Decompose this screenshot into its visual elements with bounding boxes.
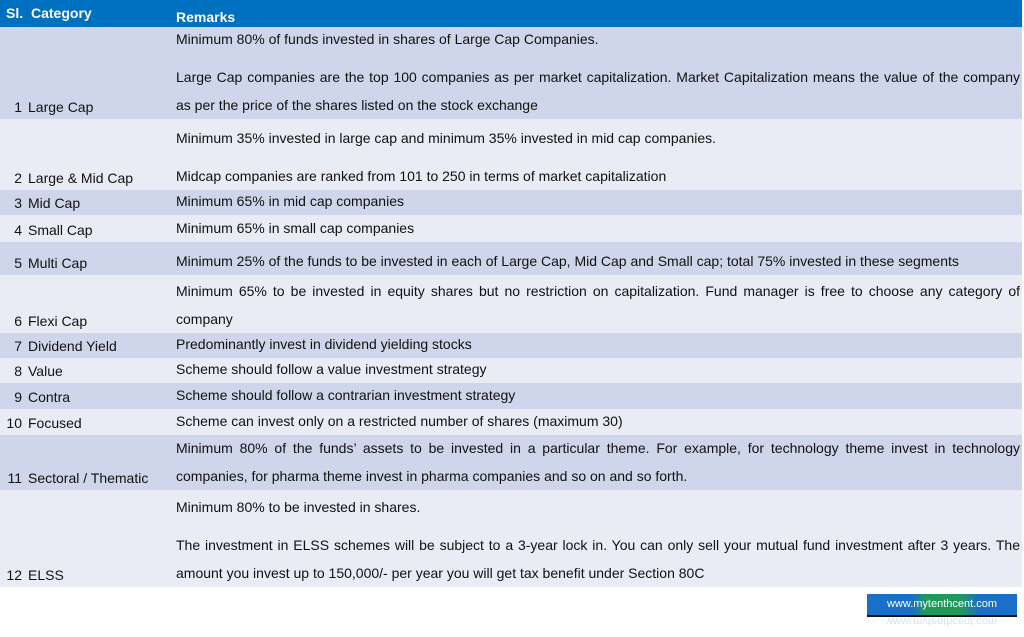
- table-row: 4 Small Cap Minimum 65% in small cap compa…: [0, 215, 1022, 242]
- row-category: Focused: [28, 415, 82, 431]
- row-sl: 1: [14, 99, 22, 115]
- row-category: Mid Cap: [28, 195, 81, 211]
- row-remarks: Minimum 80% of funds invested in shares …: [176, 25, 1022, 119]
- row-sl: 7: [14, 338, 22, 354]
- row-category: Value: [28, 363, 63, 379]
- remark-paragraph: The investment in ELSS schemes will be s…: [176, 537, 1020, 581]
- remark-paragraph: Predominantly invest in dividend yieldin…: [176, 336, 472, 352]
- row-category: Multi Cap: [28, 255, 88, 271]
- row-sl: 8: [14, 363, 22, 379]
- row-sl: 12: [6, 567, 22, 583]
- row-category: Large Cap: [28, 99, 94, 115]
- row-category: Large & Mid Cap: [28, 170, 134, 186]
- table-row: 7 Dividend Yield Predominantly invest in d…: [0, 333, 1022, 358]
- table-row: 1 Large Cap Minimum 80% of funds invested …: [0, 27, 1022, 119]
- row-remarks: Scheme should follow a value investment …: [176, 355, 1022, 383]
- remark-paragraph: Midcap companies are ranked from 101 to …: [176, 168, 667, 184]
- remark-paragraph: Minimum 80% to be invested in shares.: [176, 499, 421, 515]
- table-row: 10 Focused Scheme can invest only on a res…: [0, 409, 1022, 435]
- remark-paragraph: Scheme should follow a value investment …: [176, 361, 487, 377]
- remark-paragraph: Minimum 65% in small cap companies: [176, 220, 415, 236]
- remark-paragraph: Scheme should follow a contrarian invest…: [176, 387, 516, 403]
- row-category: ELSS: [28, 567, 64, 583]
- table-row: 8 Value Scheme should follow a value inves…: [0, 358, 1022, 383]
- row-remarks: Minimum 65% to be invested in equity sha…: [176, 277, 1022, 333]
- row-sl: 5: [14, 255, 22, 271]
- row-category: Dividend Yield: [28, 338, 117, 354]
- row-sl: 9: [14, 389, 22, 405]
- remark-paragraph: Minimum 35% invested in large cap and mi…: [176, 130, 717, 146]
- header-remarks: Remarks: [176, 9, 236, 25]
- logo-reflection: www.mytenthcent.com: [886, 617, 998, 627]
- header-sl: Sl.: [6, 5, 24, 21]
- row-sl: 11: [7, 470, 22, 486]
- remark-paragraph: Minimum 25% of the funds to be invested …: [176, 253, 959, 269]
- remark-paragraph: Minimum 65% to be invested in equity sha…: [176, 283, 1020, 327]
- row-remarks: Minimum 80% to be invested in shares. The…: [176, 493, 1022, 587]
- row-sl: 6: [14, 313, 22, 329]
- table-row: 11 Sectoral / Thematic Minimum 80% of the …: [0, 435, 1022, 490]
- row-remarks: Minimum 35% invested in large cap and mi…: [176, 124, 1022, 190]
- table-row: 12 ELSS Minimum 80% to be invested in shar…: [0, 490, 1022, 587]
- header-category: Category: [31, 5, 92, 21]
- row-sl: 4: [14, 222, 22, 238]
- remark-paragraph: Scheme can invest only on a restricted n…: [176, 413, 623, 429]
- row-remarks: Scheme should follow a contrarian invest…: [176, 381, 1022, 409]
- table-row: 9 Contra Scheme should follow a contrarian…: [0, 383, 1022, 409]
- row-remarks: Minimum 80% of the funds’ assets to be i…: [176, 434, 1022, 490]
- row-remarks: Minimum 65% in small cap companies: [176, 214, 1022, 242]
- remark-paragraph: Minimum 80% of the funds’ assets to be i…: [176, 440, 1020, 484]
- row-category: Flexi Cap: [28, 313, 88, 329]
- remark-paragraph: Large Cap companies are the top 100 comp…: [176, 69, 1020, 113]
- row-remarks: Scheme can invest only on a restricted n…: [176, 407, 1022, 435]
- remark-paragraph: Minimum 65% in mid cap companies: [176, 193, 404, 209]
- row-category: Small Cap: [28, 222, 93, 238]
- row-category: Contra: [28, 389, 71, 405]
- table-header: Sl. Category Remarks: [0, 0, 1022, 27]
- website-logo: www.mytenthcent.com: [867, 594, 1017, 617]
- row-sl: 3: [14, 195, 22, 211]
- row-sl: 2: [14, 170, 22, 186]
- table-row: 5 Multi Cap Minimum 25% of the funds to be…: [0, 242, 1022, 275]
- table-row: 2 Large & Mid Cap Minimum 35% invested in …: [0, 119, 1022, 190]
- mutual-fund-category-table: Sl. Category Remarks 1 Large Cap Minimum 8…: [0, 0, 1022, 587]
- row-remarks: Predominantly invest in dividend yieldin…: [176, 330, 1022, 358]
- remark-paragraph: Minimum 80% of funds invested in shares …: [176, 31, 599, 47]
- row-sl: 10: [6, 415, 22, 431]
- table-row: 6 Flexi Cap Minimum 65% to be invested in …: [0, 275, 1022, 333]
- table-row: 3 Mid Cap Minimum 65% in mid cap companies: [0, 190, 1022, 215]
- row-category: Sectoral / Thematic: [28, 470, 149, 486]
- row-remarks: Minimum 65% in mid cap companies: [176, 187, 1022, 215]
- row-remarks: Minimum 25% of the funds to be invested …: [176, 247, 1022, 275]
